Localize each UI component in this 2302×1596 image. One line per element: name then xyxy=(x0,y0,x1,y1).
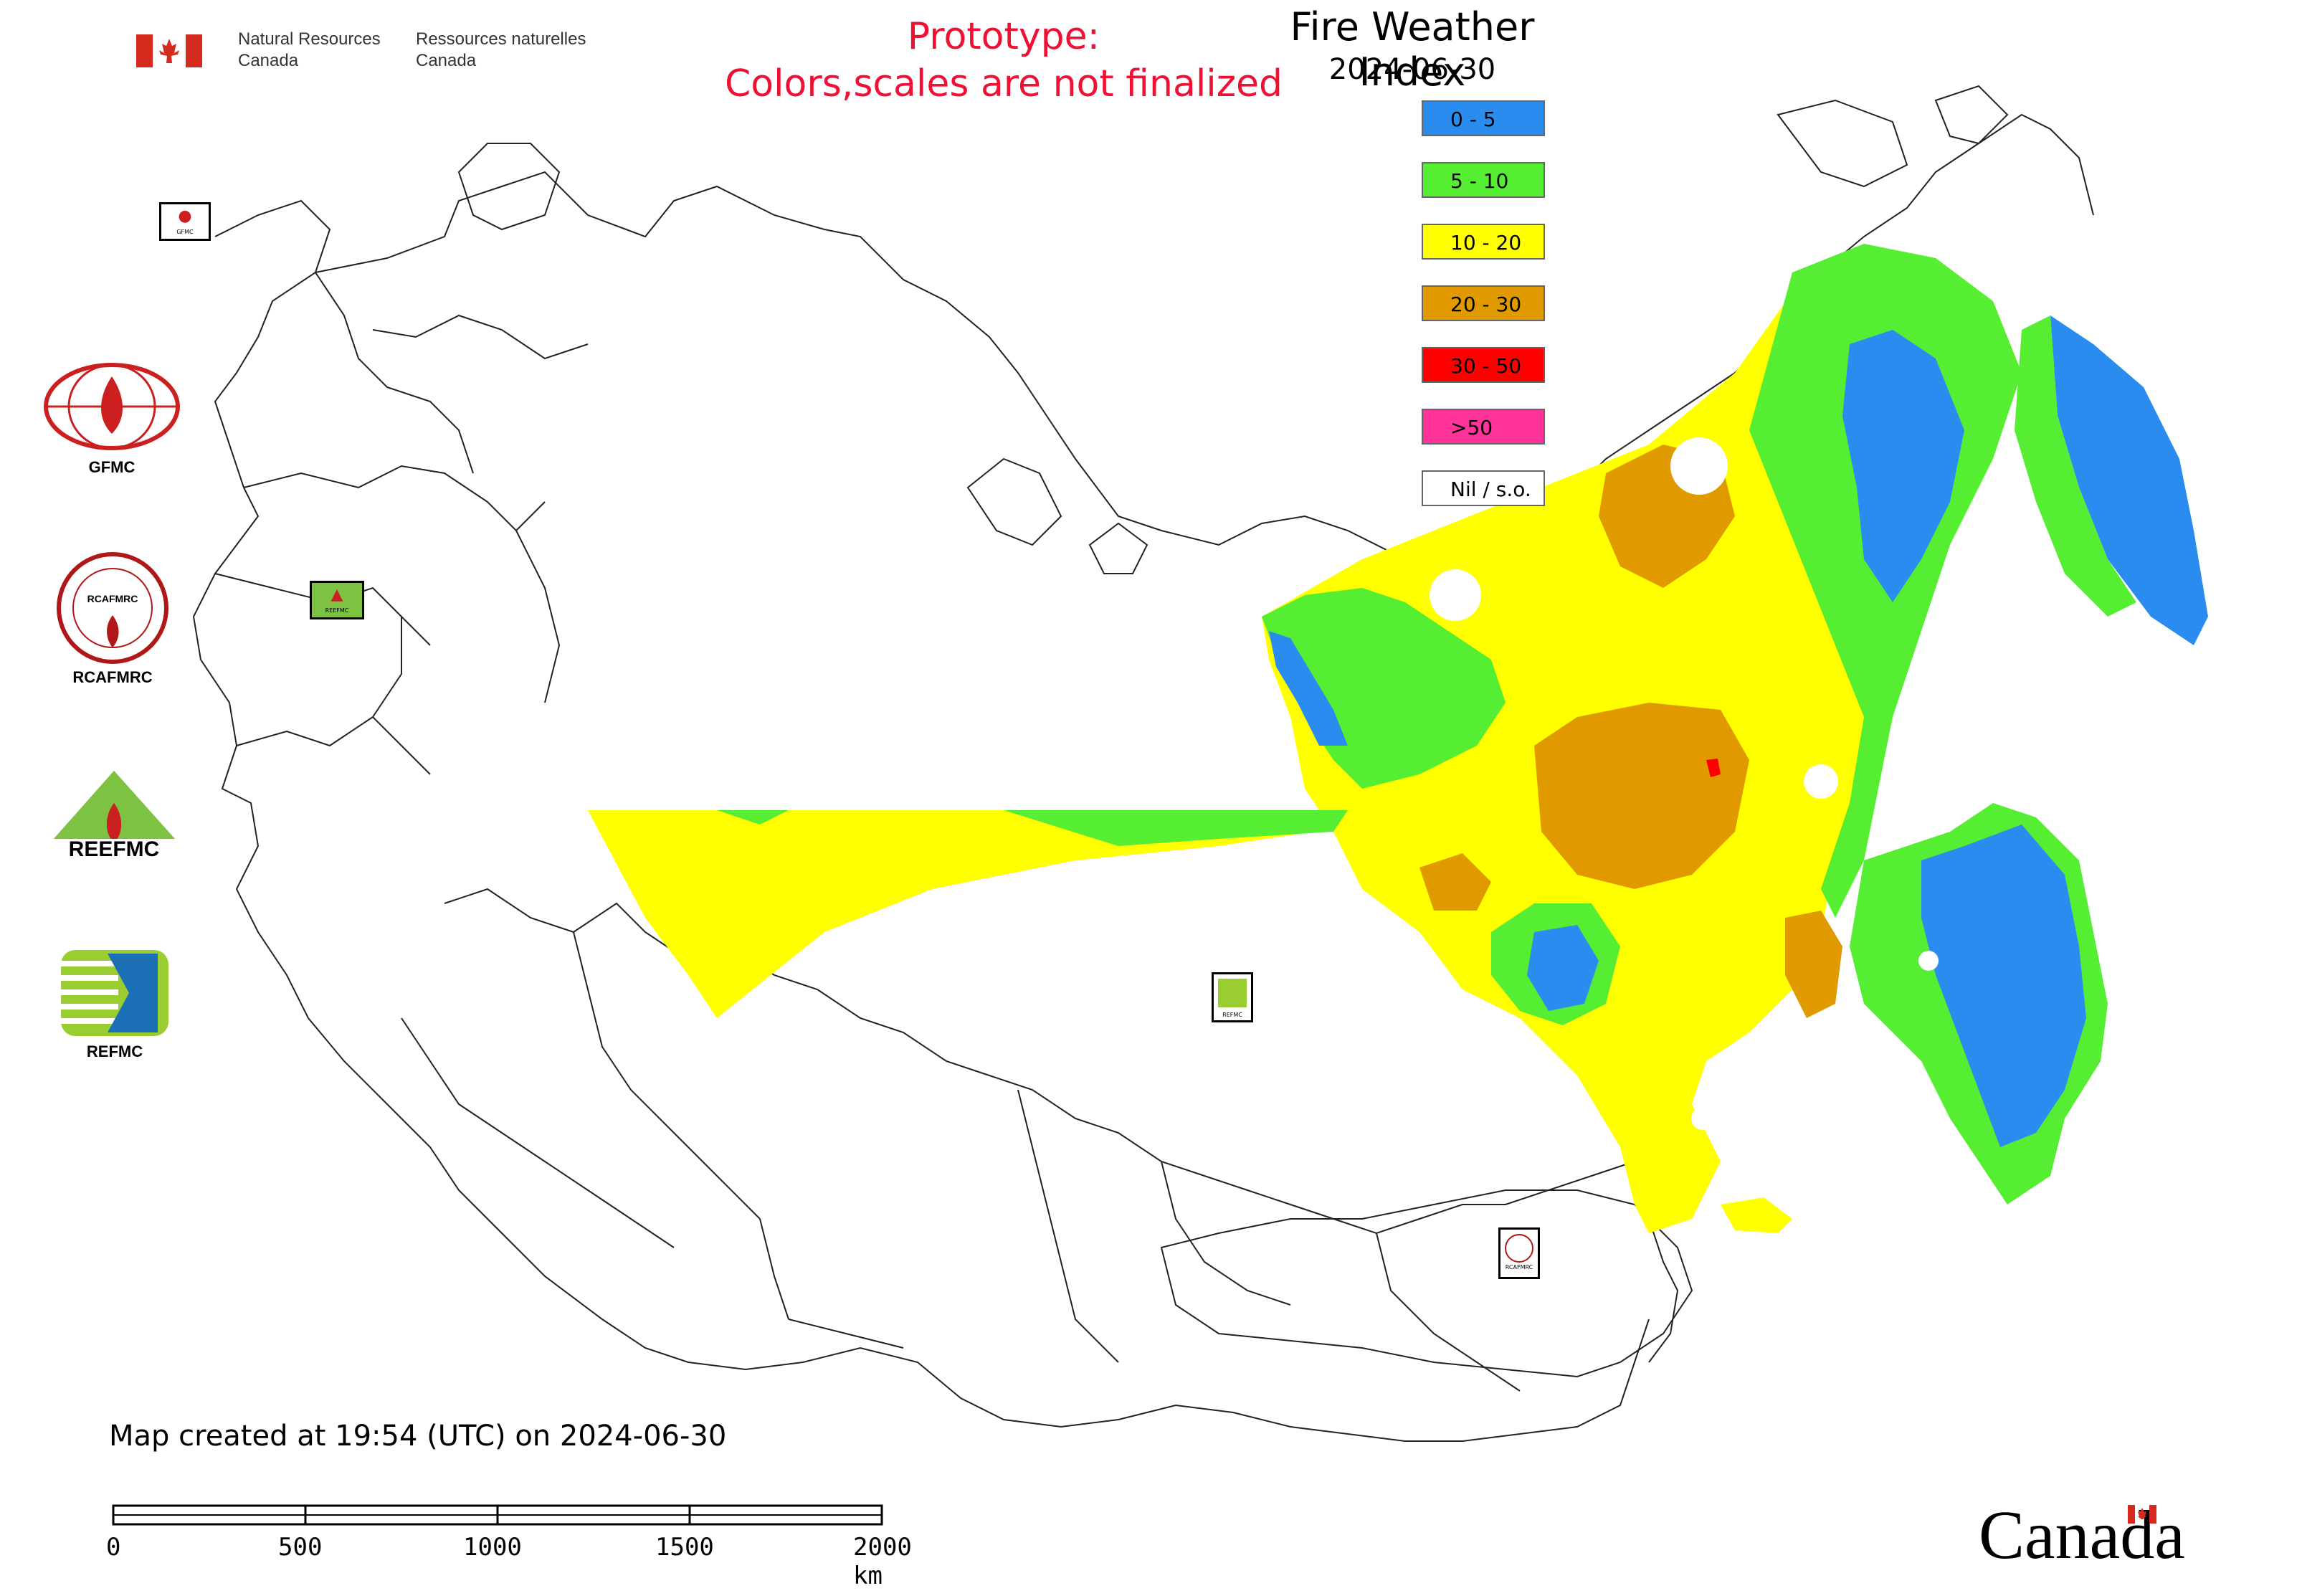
canada-flag-icon xyxy=(136,34,202,67)
scale-bar: 0 500 1000 1500 2000 km xyxy=(106,1504,912,1590)
gfmc-stamp-text: GFMC xyxy=(176,229,194,235)
svg-text:REEFMC: REEFMC xyxy=(69,837,160,861)
reefmc-stamp-text: REEFMC xyxy=(325,607,349,614)
reefmc-logo: REEFMC xyxy=(37,771,191,861)
fwi-fill xyxy=(588,244,2208,1233)
prototype-notice: Prototype: Colors,scales are not finaliz… xyxy=(631,13,1376,108)
org-french-name: Ressources naturelles Canada xyxy=(416,29,586,72)
prototype-line1: Prototype: xyxy=(907,15,1100,58)
org-french-line2: Canada xyxy=(416,51,477,70)
scale-label-2000: 2000 km xyxy=(853,1533,912,1590)
gfmc-logo xyxy=(44,363,180,450)
map-created-caption: Map created at 19:54 (UTC) on 2024-06-30 xyxy=(109,1420,727,1453)
legend-item-nil: Nil / s.o. xyxy=(1422,470,1545,506)
refmc-label: REFMC xyxy=(86,1042,143,1060)
org-english-name: Natural Resources Canada xyxy=(238,29,381,72)
refmc-stamp: REFMC xyxy=(1212,972,1253,1022)
reefmc-stamp: ▲ REEFMC xyxy=(310,581,364,619)
gfmc-label: GFMC xyxy=(88,458,135,476)
rcafmrc-label: RCAFMRC xyxy=(72,668,153,686)
legend-item-5-10: 5 - 10 xyxy=(1422,162,1545,198)
legend-item-20-30: 20 - 30 xyxy=(1422,285,1545,321)
scale-label-1500: 1500 xyxy=(655,1533,714,1562)
map-title: Fire Weather Index xyxy=(1290,4,1535,95)
scale-label-500: 500 xyxy=(278,1533,323,1562)
scale-label-0: 0 xyxy=(106,1533,121,1562)
reefmc-logo-block: REEFMC xyxy=(37,767,191,870)
refmc-stamp-text: REFMC xyxy=(1222,1012,1242,1018)
org-french-line1: Ressources naturelles xyxy=(416,29,586,49)
scale-label-1000: 1000 xyxy=(463,1533,522,1562)
map-date: 2024-06-30 xyxy=(1328,53,1496,86)
legend-item-over-50: >50 xyxy=(1422,409,1545,445)
canada-wordmark: Canada xyxy=(1979,1495,2185,1574)
government-signature: Natural Resources Canada Ressources natu… xyxy=(136,29,602,79)
gfmc-stamp: ● GFMC xyxy=(159,202,211,241)
legend-item-30-50: 30 - 50 xyxy=(1422,347,1545,383)
legend-item-0-5: 0 - 5 xyxy=(1422,100,1545,136)
scale-bar-graphic xyxy=(112,1504,883,1526)
rcafmrc-logo-block: RCAFMRC RCAFMRC xyxy=(52,551,173,687)
rcafmrc-logo: RCAFMRC xyxy=(57,552,168,664)
canada-wordmark-flag-icon xyxy=(2128,1505,2156,1524)
country-borders xyxy=(192,85,2094,1442)
org-english-line2: Canada xyxy=(238,51,299,70)
prototype-line2: Colors,scales are not finalized xyxy=(724,62,1283,105)
rcafmrc-stamp: RCAFMRC xyxy=(1498,1227,1540,1279)
gfmc-logo-block: GFMC xyxy=(40,362,184,477)
legend-item-10-20: 10 - 20 xyxy=(1422,224,1545,260)
refmc-logo xyxy=(61,950,168,1036)
svg-text:RCAFMRC: RCAFMRC xyxy=(87,593,138,604)
refmc-logo-block: REFMC xyxy=(57,946,172,1061)
org-english-line1: Natural Resources xyxy=(238,29,381,49)
rcafmrc-stamp-text: RCAFMRC xyxy=(1505,1264,1533,1270)
